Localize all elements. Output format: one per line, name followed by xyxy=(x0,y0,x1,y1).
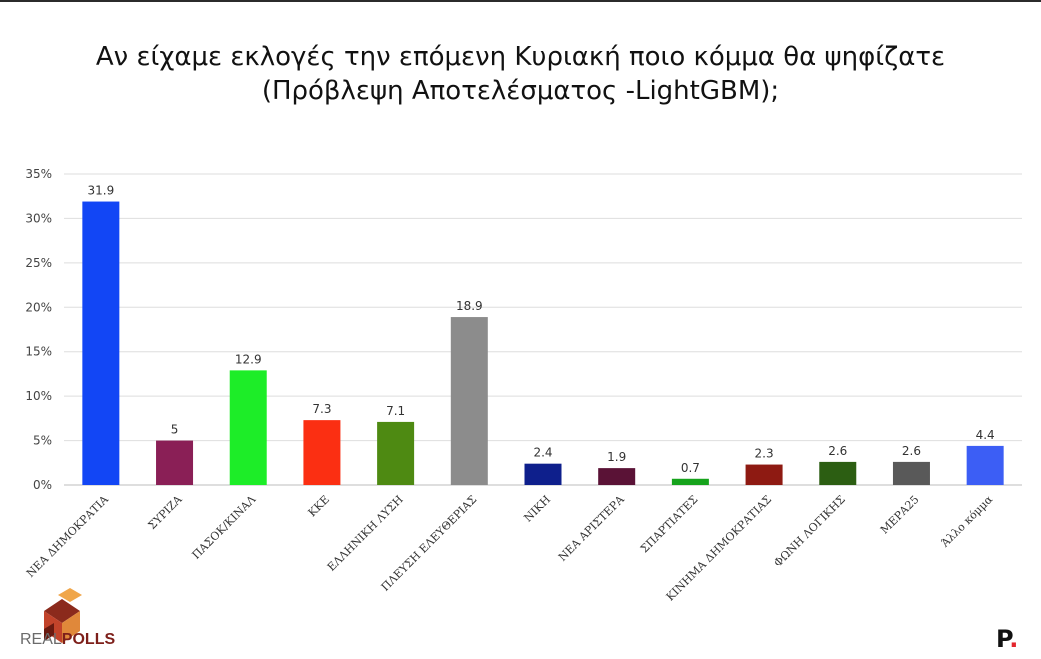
bar xyxy=(82,201,120,485)
bar xyxy=(229,370,267,485)
data-label: 2.4 xyxy=(533,446,552,460)
y-tick-label: 15% xyxy=(25,345,52,359)
y-tick-label: 5% xyxy=(33,434,52,448)
x-tick-label: ΦΩΝΗ ΛΟΓΙΚΗΣ xyxy=(771,493,848,570)
data-label: 7.3 xyxy=(312,402,331,416)
x-tick-label: ΝΙΚΗ xyxy=(521,493,553,525)
data-label: 1.9 xyxy=(607,450,626,464)
bar xyxy=(819,461,857,485)
bar xyxy=(671,478,709,485)
data-label: 4.4 xyxy=(976,428,995,442)
data-label: 7.1 xyxy=(386,404,405,418)
data-label: 5 xyxy=(171,423,179,437)
bar xyxy=(303,420,341,485)
data-label: 2.6 xyxy=(902,444,921,458)
data-label: 12.9 xyxy=(235,352,262,366)
chart-title-line-2: (Πρόβλεψη Αποτελέσματος -LightGBM); xyxy=(261,76,780,106)
data-label: 18.9 xyxy=(456,299,483,313)
y-tick-label: 0% xyxy=(33,478,52,492)
x-tick-label: ΣΥΡΙΖΑ xyxy=(146,492,186,532)
publisher-logo: P. xyxy=(996,625,1019,653)
x-tick-label: ΕΛΛΗΝΙΚΗ ΛΥΣΗ xyxy=(325,493,406,574)
bar xyxy=(966,445,1004,485)
bar xyxy=(892,461,930,485)
y-tick-label: 35% xyxy=(25,167,52,181)
realpolls-logo-text: REALPOLLS xyxy=(20,631,116,648)
data-label: 31.9 xyxy=(87,184,114,198)
x-tick-label: ΝΕΑ ΑΡΙΣΤΕΡΑ xyxy=(556,492,628,564)
y-tick-label: 10% xyxy=(25,389,52,403)
x-tick-label: ΜΕΡΑ25 xyxy=(878,493,922,537)
bar xyxy=(450,317,488,485)
y-tick-label: 25% xyxy=(25,256,52,270)
chart-title-line-1: Αν είχαμε εκλογές την επόμενη Κυριακή πο… xyxy=(95,42,946,72)
data-label: 2.6 xyxy=(828,444,847,458)
bar xyxy=(377,421,415,485)
x-tick-label: ΚΚΕ xyxy=(306,493,332,519)
realpolls-logo-icon xyxy=(44,588,82,643)
data-label: 2.3 xyxy=(755,447,774,461)
bar xyxy=(598,468,636,485)
bar xyxy=(156,440,194,485)
bar xyxy=(745,464,783,485)
x-tick-label: ΠΑΣΟΚ/ΚΙΝΑΛ xyxy=(190,492,260,562)
x-tick-label: ΣΠΑΡΤΙΑΤΕΣ xyxy=(638,493,701,556)
top-border-line xyxy=(0,0,1041,2)
y-tick-label: 30% xyxy=(25,211,52,225)
bar xyxy=(524,463,562,485)
data-label: 0.7 xyxy=(681,461,700,475)
x-tick-label: ΝΕΑ ΔΗΜΟΚΡΑΤΙΑ xyxy=(24,492,112,580)
x-tick-label: Άλλο κόμμα xyxy=(938,493,996,551)
chart-title: Αν είχαμε εκλογές την επόμενη Κυριακή πο… xyxy=(0,40,1041,108)
y-tick-label: 20% xyxy=(25,300,52,314)
